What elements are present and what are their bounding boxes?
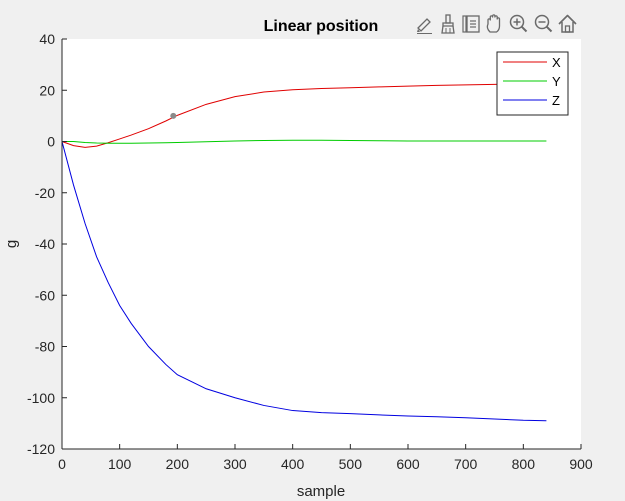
axes-toolbar <box>414 13 578 35</box>
y-tick-label: -120 <box>27 441 55 457</box>
y-tick-label: -40 <box>35 236 55 252</box>
edit-pencil-icon[interactable] <box>414 13 435 35</box>
pan-hand-icon[interactable] <box>484 13 504 35</box>
legend-label-z: Z <box>552 93 560 108</box>
plot-area[interactable] <box>62 39 581 449</box>
series-layer <box>61 83 547 422</box>
x-tick-label: 600 <box>396 456 420 472</box>
y-tick-label: -100 <box>27 390 55 406</box>
annotation-layer <box>170 112 177 119</box>
x-tick-label: 700 <box>454 456 478 472</box>
x-axis-label: sample <box>297 483 345 500</box>
x-tick-label: 800 <box>512 456 536 472</box>
y-tick-label: 40 <box>39 31 55 47</box>
home-icon[interactable] <box>557 13 578 35</box>
x-tick-label: 500 <box>339 456 363 472</box>
chart-title: Linear position <box>264 18 379 35</box>
zoom-in-icon[interactable] <box>508 13 528 35</box>
x-tick-label: 400 <box>281 456 305 472</box>
brush-icon[interactable] <box>438 13 458 35</box>
legend-label-y: Y <box>552 74 561 89</box>
y-axis-label: g <box>3 240 20 248</box>
y-tick-label: 0 <box>47 134 55 150</box>
series-line-x[interactable] <box>61 83 547 148</box>
zoom-out-icon[interactable] <box>533 13 553 35</box>
x-tick-label: 100 <box>108 456 132 472</box>
y-tick-label: -80 <box>35 339 55 355</box>
x-tick-label: 0 <box>58 456 66 472</box>
x-tick-label: 300 <box>223 456 247 472</box>
data-tip-marker[interactable] <box>170 112 177 119</box>
legend[interactable]: XYZ <box>496 51 569 116</box>
data-tips-icon[interactable] <box>461 13 481 35</box>
y-tick-label: 20 <box>39 82 55 98</box>
series-line-y[interactable] <box>62 139 547 144</box>
ticks-layer: 0 100 200 300 400 500 600 700 800 900-120-100-80-… <box>27 31 593 472</box>
y-tick-label: -60 <box>35 287 55 303</box>
x-tick-label: 900 <box>569 456 593 472</box>
y-tick-label: -20 <box>35 185 55 201</box>
series-line-z[interactable] <box>61 141 547 422</box>
legend-label-x: X <box>552 55 561 70</box>
x-tick-label: 200 <box>166 456 190 472</box>
